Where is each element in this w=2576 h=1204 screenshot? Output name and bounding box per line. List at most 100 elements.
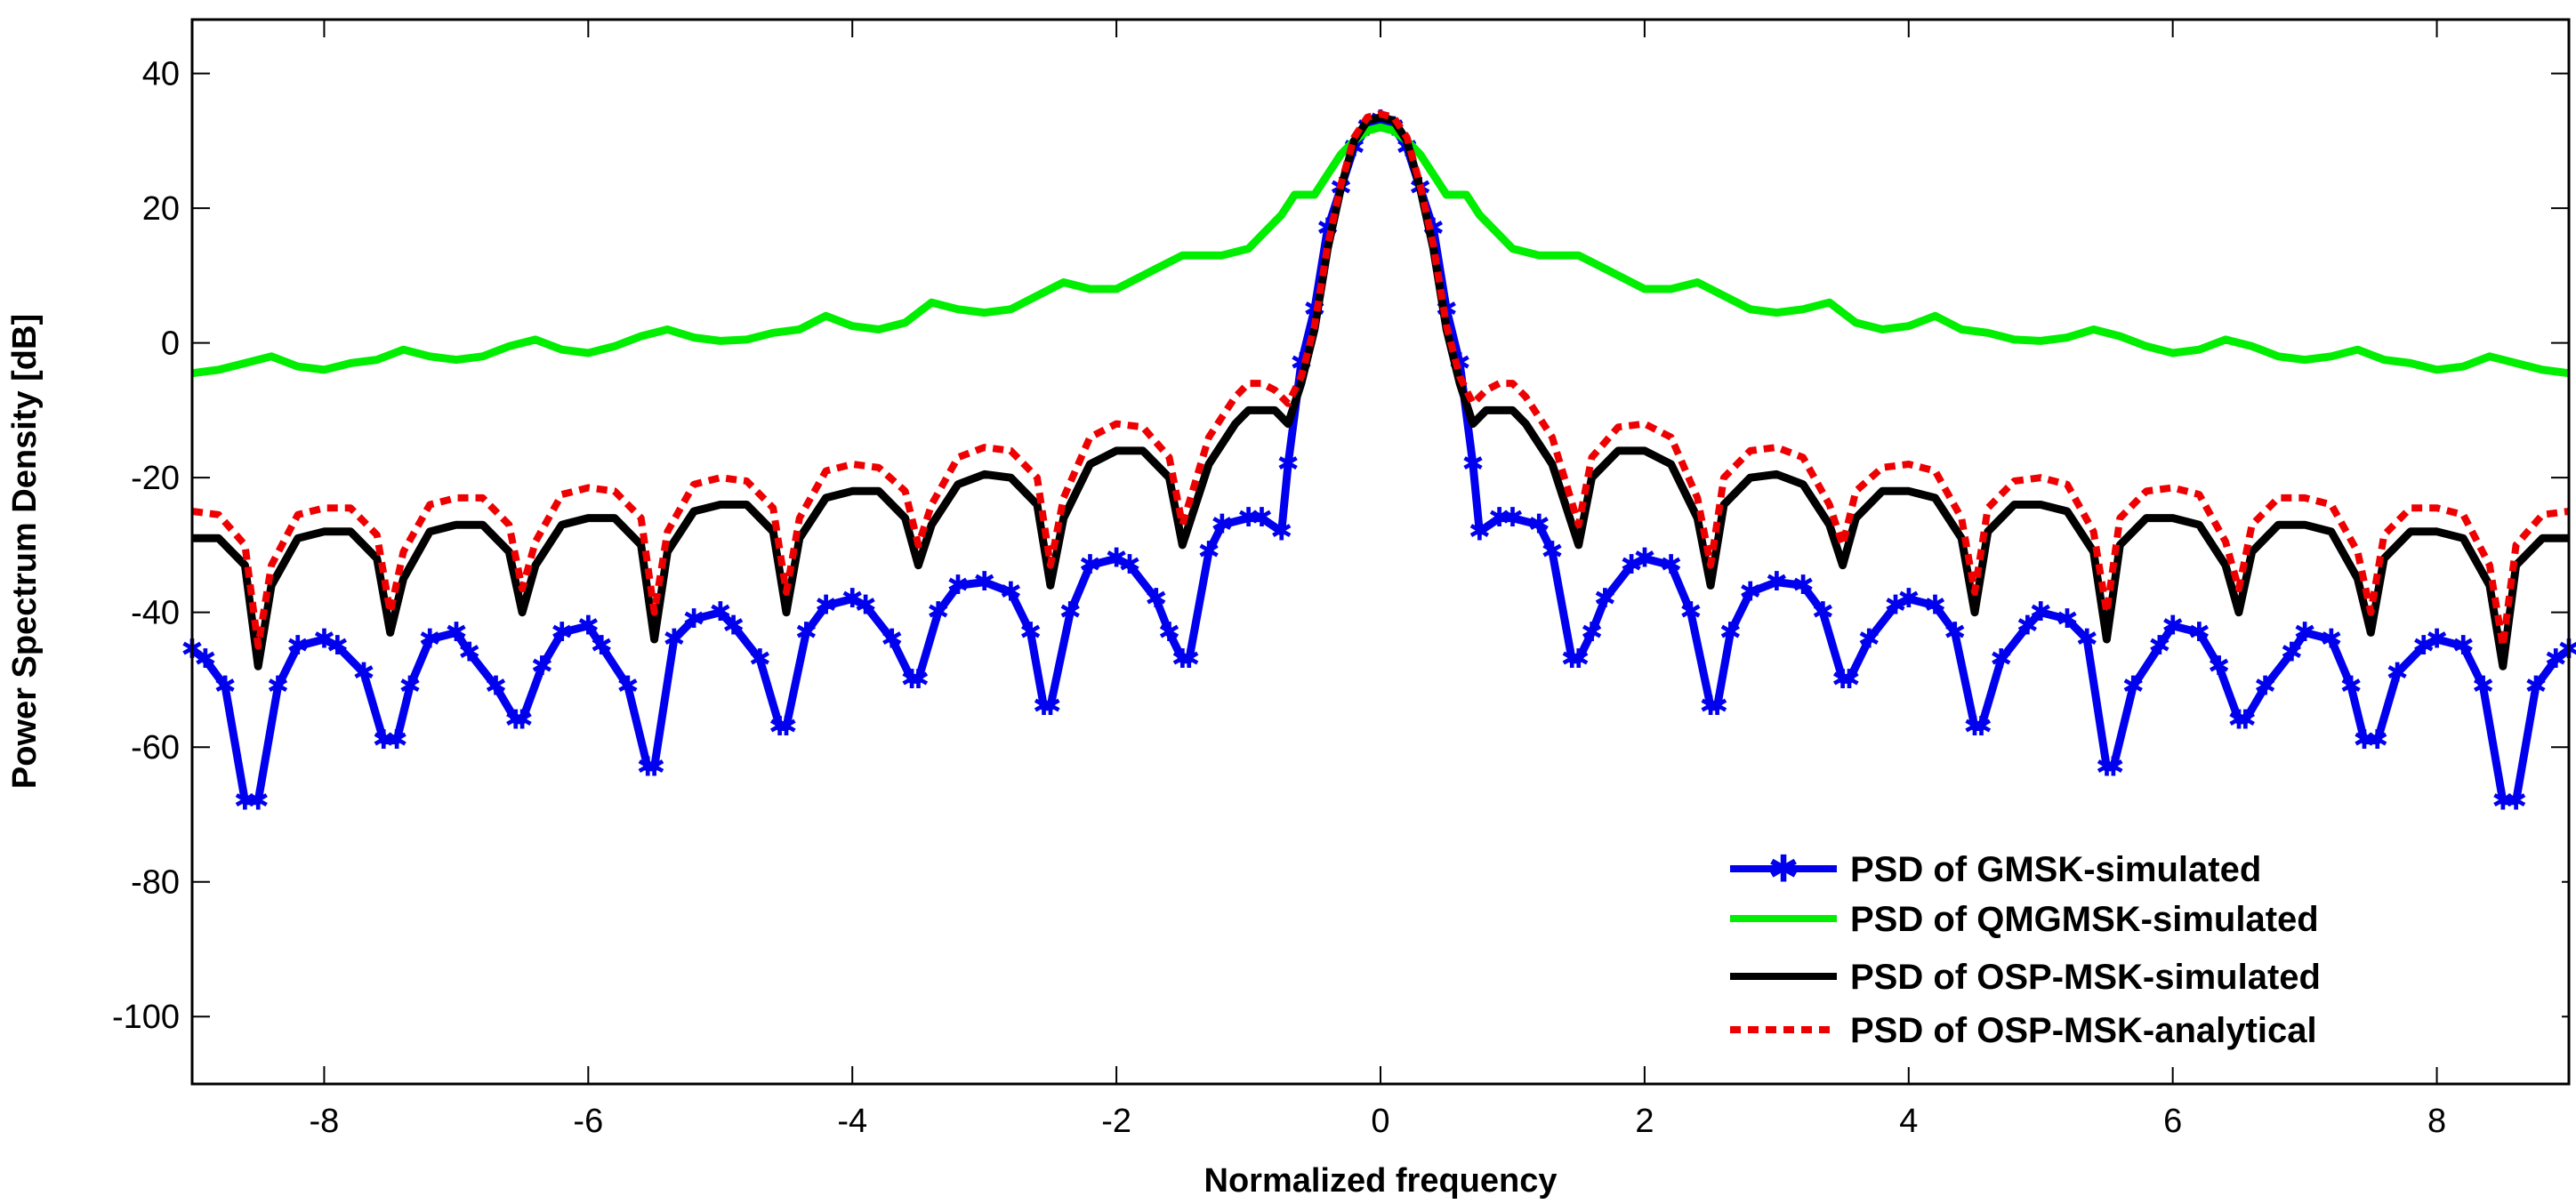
x-tick-label: -6: [573, 1103, 603, 1140]
series-marker-gmsk: ✱: [2227, 704, 2250, 735]
series-marker-gmsk: ✱: [775, 711, 797, 742]
series-marker-gmsk: ✱: [881, 623, 903, 654]
series-marker-gmsk: ✱: [1039, 691, 1061, 722]
series-marker-gmsk: ✱: [1019, 617, 1042, 648]
series-marker-gmsk: ✱: [1541, 536, 1563, 567]
series-marker-gmsk: ✱: [2254, 671, 2276, 702]
series-marker-gmsk: ✱: [616, 671, 639, 702]
series-marker-gmsk: ✱: [2281, 638, 2303, 669]
series-marker-gmsk: ✱: [1924, 590, 1946, 622]
series-line-osp-msk-analytical: [191, 110, 2570, 650]
series-marker-gmsk: ✱: [2148, 630, 2170, 662]
series-marker-gmsk: ✱: [1033, 691, 1055, 722]
y-tick-label: -20: [131, 460, 180, 497]
series-marker-gmsk: ✱: [1660, 550, 1682, 581]
series-marker-gmsk: ✱: [1791, 570, 1814, 601]
series-marker-gmsk: ✱: [2557, 634, 2576, 665]
series-marker-gmsk: ✱: [1178, 644, 1200, 675]
series-marker-gmsk: ✱: [214, 671, 237, 702]
series-marker-gmsk: ✱: [1251, 502, 1273, 534]
series-marker-gmsk: ✱: [1766, 566, 1788, 598]
series-marker-gmsk: ✱: [591, 630, 613, 662]
series-marker-gmsk: ✱: [1963, 711, 1985, 742]
series-marker-gmsk: ✱: [373, 725, 395, 756]
series-marker-gmsk: ✱: [247, 785, 270, 816]
y-tick-label: 20: [142, 190, 180, 228]
series-marker-gmsk: ✱: [445, 617, 467, 648]
series-marker-gmsk: ✱: [900, 664, 922, 695]
series-marker-gmsk: ✱: [722, 610, 745, 641]
series-marker-gmsk: ✱: [1211, 510, 1233, 541]
series-marker-gmsk: ✱: [2102, 751, 2124, 783]
y-tick-label: -80: [131, 864, 180, 902]
y-tick-label: 0: [161, 325, 180, 363]
series-marker-gmsk: ✱: [1059, 597, 1082, 628]
series-marker-gmsk: ✱: [1158, 617, 1180, 648]
series-marker-gmsk: ✱: [313, 623, 335, 654]
x-tick-label: 6: [2163, 1103, 2182, 1140]
x-tick-labels: -8 -6 -4 -2 0 2 4 6 8: [310, 1103, 2447, 1140]
series-marker-gmsk: ✱: [1838, 664, 1860, 695]
series-marker-gmsk: ✱: [2208, 651, 2230, 682]
legend-label-osp-analytical: PSD of OSP-MSK-analytical: [1850, 1011, 2317, 1050]
series-marker-gmsk: ✱: [769, 711, 791, 742]
series-marker-gmsk: ✱: [1270, 516, 1292, 547]
y-axis-title: Power Spectrum Density [dB]: [6, 314, 44, 789]
x-tick-label: 8: [2427, 1103, 2446, 1140]
series-marker-gmsk: ✱: [1719, 617, 1742, 648]
y-tick-label: -40: [131, 595, 180, 632]
x-tick-label: -2: [1101, 1103, 1131, 1140]
series-marker-gmsk: ✱: [1858, 623, 1880, 654]
series-marker-gmsk: ✱: [815, 590, 837, 622]
series-marker-gmsk: ✱: [2412, 630, 2435, 662]
legend-label-gmsk: PSD of GMSK-simulated: [1850, 850, 2261, 889]
axis-ticks: [192, 20, 2569, 1084]
series-marker-gmsk: ✱: [1118, 550, 1140, 581]
series-marker-gmsk: ✱: [2353, 725, 2375, 756]
series-marker-gmsk: ✱: [1079, 550, 1101, 581]
series-marker-gmsk: ✱: [511, 704, 534, 735]
legend: ✱ PSD of GMSK-simulated PSD of QMGMSK-si…: [1703, 834, 2562, 1067]
series-marker-gmsk: ✱: [1594, 583, 1616, 614]
series-marker-gmsk: ✱: [1581, 617, 1603, 648]
series-marker-gmsk: ✱: [1488, 502, 1510, 534]
series-marker-gmsk: ✱: [2188, 617, 2210, 648]
series-marker-gmsk: ✱: [1739, 576, 1761, 607]
series-marker-gmsk: ✱: [326, 630, 349, 662]
legend-label-osp-sim: PSD of OSP-MSK-simulated: [1850, 958, 2321, 997]
series-marker-gmsk: ✱: [2545, 644, 2567, 675]
series-marker-gmsk: ✱: [946, 570, 969, 601]
series-marker-gmsk: ✱: [1106, 543, 1128, 574]
series-marker-gmsk: ✱: [2491, 785, 2514, 816]
series-marker-gmsk: ✱: [637, 751, 659, 783]
legend-box: [1703, 834, 2562, 1067]
series-marker-gmsk: ✱: [2056, 604, 2078, 635]
series-marker-gmsk: ✱: [419, 623, 441, 654]
series-marker-gmsk: ✱: [2017, 610, 2039, 641]
series-marker-gmsk: ✱: [2426, 623, 2448, 654]
series-marker-gmsk: ✱: [663, 623, 685, 654]
series-marker-gmsk: ✱: [1197, 536, 1220, 567]
series-marker-gmsk: ✱: [749, 644, 771, 675]
series-marker-gmsk: ✱: [531, 651, 553, 682]
x-tick-label: -8: [310, 1103, 340, 1140]
series-line-qmgmsk: [191, 123, 2570, 378]
series-marker-gmsk: ✱: [1461, 449, 1484, 480]
series-marker-gmsk: ✱: [577, 610, 600, 641]
series-marker-gmsk: ✱: [1897, 583, 1920, 614]
x-tick-label: 4: [1899, 1103, 1918, 1140]
series-marker-gmsk: ✱: [352, 657, 374, 688]
series-marker-gmsk: ✱: [2030, 597, 2052, 628]
series-marker-gmsk: ✱: [709, 597, 731, 628]
series-marker-gmsk: ✱: [504, 704, 527, 735]
series-marker-gmsk: ✱: [2366, 725, 2388, 756]
series-marker-gmsk: ✱: [2234, 704, 2257, 735]
x-axis-title: Normalized frequency: [1204, 1162, 1558, 1200]
series-marker-gmsk: ✱: [643, 751, 665, 783]
series-marker-gmsk: ✱: [1884, 590, 1906, 622]
series-marker-gmsk: ✱: [1277, 449, 1300, 480]
series-marker-gmsk: ✱: [1145, 583, 1167, 614]
series-marker-gmsk: ✱: [267, 671, 289, 702]
series-marker-gmsk: ✱: [194, 644, 216, 675]
